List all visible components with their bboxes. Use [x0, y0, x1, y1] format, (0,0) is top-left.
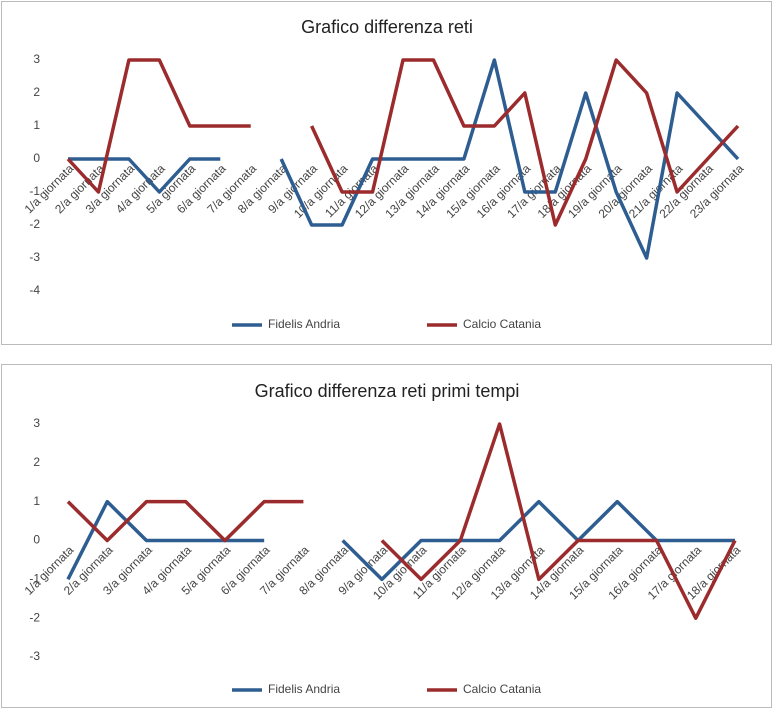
- y-tick-label: 3: [33, 416, 40, 430]
- y-tick-label: -4: [29, 283, 40, 297]
- y-tick-label: -3: [29, 649, 40, 663]
- y-tick-label: 1: [33, 118, 40, 132]
- legend-label: Fidelis Andria: [268, 682, 340, 696]
- series-line: [66, 499, 735, 582]
- series-line: [66, 422, 737, 620]
- y-tick-label: 2: [33, 455, 40, 469]
- y-tick-label: -1: [29, 572, 40, 586]
- y-tick-label: 0: [33, 151, 40, 165]
- legend-label: Calcio Catania: [463, 317, 541, 331]
- y-tick-label: -1: [29, 184, 40, 198]
- chart-title: Grafico differenza reti: [301, 17, 473, 37]
- series-line: [66, 58, 740, 227]
- chart-title: Grafico differenza reti primi tempi: [255, 381, 520, 401]
- y-tick-label: 2: [33, 85, 40, 99]
- legend-label: Calcio Catania: [463, 682, 541, 696]
- legend-label: Fidelis Andria: [268, 317, 340, 331]
- y-tick-label: 0: [33, 533, 40, 547]
- y-tick-label: -2: [29, 217, 40, 231]
- chart-panel: [1, 364, 772, 708]
- y-tick-label: 3: [33, 52, 40, 66]
- y-tick-label: -2: [29, 610, 40, 624]
- y-tick-label: 1: [33, 494, 40, 508]
- y-tick-label: -3: [29, 250, 40, 264]
